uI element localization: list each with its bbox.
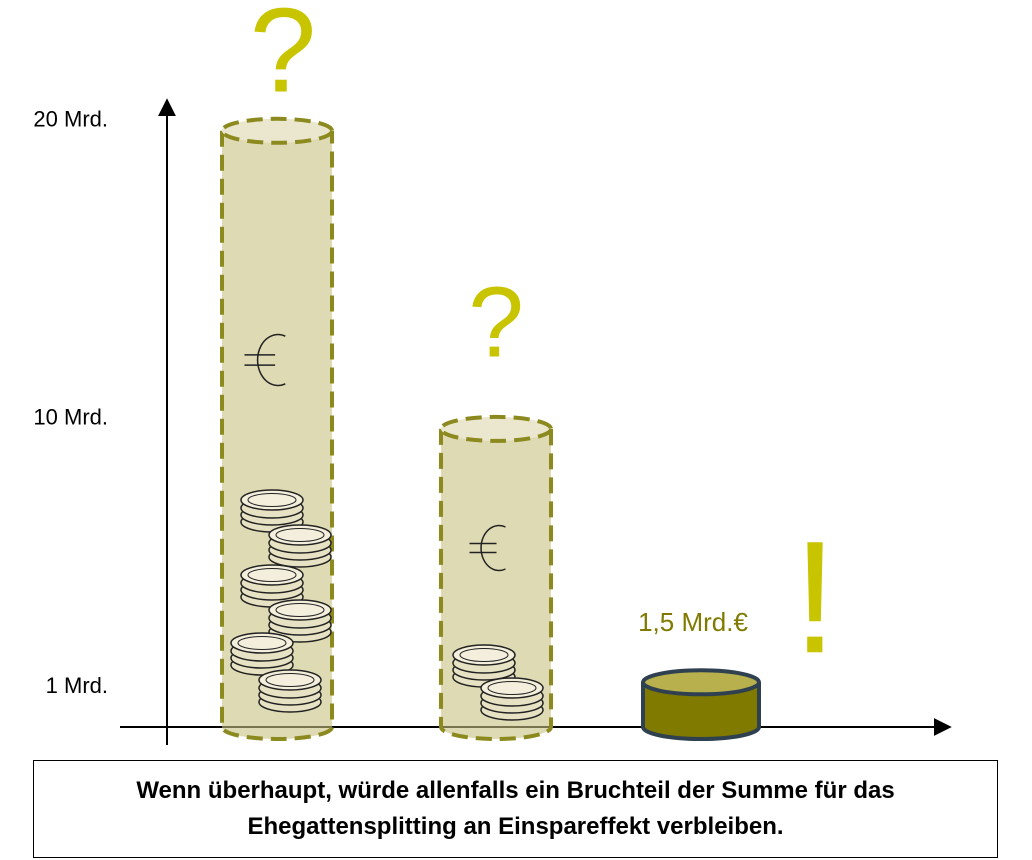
value-label: 1,5 Mrd.€ [638, 607, 748, 637]
y-tick-label: 10 Mrd. [33, 405, 108, 430]
annotation: ? [468, 266, 524, 378]
y-tick-label: 20 Mrd. [33, 107, 108, 132]
cylinder-top [441, 417, 551, 441]
annotation: ? [250, 0, 317, 118]
page: 1 Mrd. 10 Mrd. 20 Mrd. 1,5 Mrd.€??! Wenn üb… [0, 0, 1032, 860]
y-tick-label: 1 Mrd. [46, 673, 108, 698]
chart: 1 Mrd. 10 Mrd. 20 Mrd. 1,5 Mrd.€??! [0, 0, 1032, 760]
annotation: ! [793, 507, 837, 686]
cylinder-top [222, 119, 332, 143]
caption: Wenn überhaupt, würde allenfalls ein Bru… [116, 773, 916, 845]
caption-box: Wenn überhaupt, würde allenfalls ein Bru… [33, 760, 998, 858]
cylinder-top [643, 670, 759, 694]
